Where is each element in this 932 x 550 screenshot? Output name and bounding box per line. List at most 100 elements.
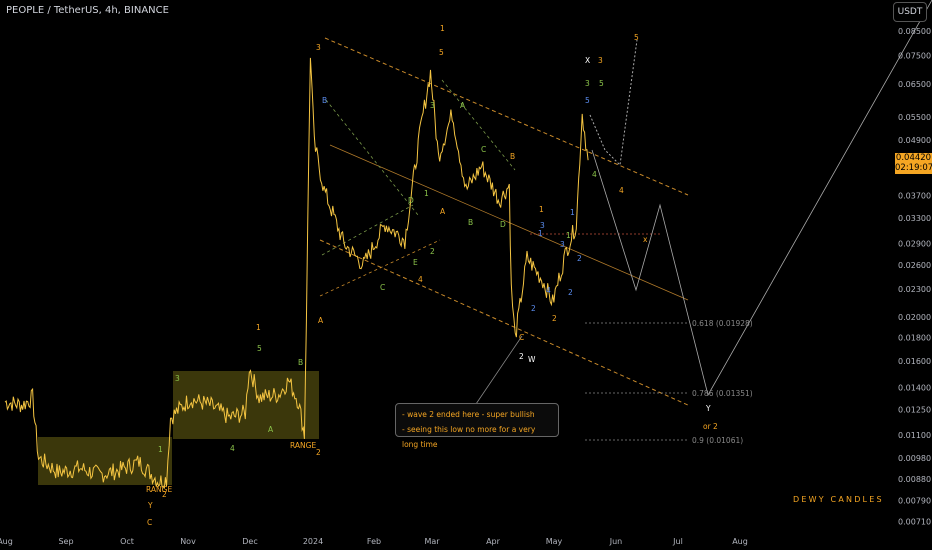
svg-text:1: 1 xyxy=(570,208,575,217)
projection-path-1 xyxy=(589,39,638,167)
channel-bottom-line xyxy=(319,239,691,407)
x-tick-label: Aug xyxy=(732,537,748,546)
channel-top-line xyxy=(324,37,689,196)
y-tick-label: 0.05500 xyxy=(898,113,931,122)
svg-text:C: C xyxy=(380,283,385,292)
x-axis: Aug Sep Oct Nov Dec 2024 Feb Mar Apr May Jun Jul Aug xyxy=(0,537,748,546)
x-tick-label: Sep xyxy=(58,537,73,546)
note-line-1: - wave 2 ended here - super bullish xyxy=(402,410,535,419)
svg-text:3: 3 xyxy=(175,374,180,383)
svg-text:2: 2 xyxy=(577,254,582,263)
wave-label-w: W xyxy=(528,355,536,364)
y-tick-label: 0.01250 xyxy=(898,406,931,415)
x-tick-label: May xyxy=(546,537,563,546)
wave-label-c-oct: C xyxy=(147,518,152,527)
svg-text:A: A xyxy=(440,207,446,216)
y-tick-label: 0.06500 xyxy=(898,80,931,89)
svg-text:2: 2 xyxy=(552,314,557,323)
svg-text:3: 3 xyxy=(430,101,435,110)
svg-text:2: 2 xyxy=(316,448,321,457)
svg-text:B: B xyxy=(298,358,303,367)
y-tick-label: 0.02900 xyxy=(898,239,931,248)
svg-text:A: A xyxy=(268,425,274,434)
support-line xyxy=(319,239,441,297)
currency-button[interactable]: USDT xyxy=(893,2,927,22)
wave-label-or2: or 2 xyxy=(703,422,718,431)
svg-text:B: B xyxy=(322,96,327,105)
y-tick-label: 0.01100 xyxy=(898,431,931,440)
fib-0618-label: 0.618 (0.01928) xyxy=(692,319,753,328)
y-tick-label: 0.00790 xyxy=(898,496,931,505)
green-diag-2 xyxy=(321,204,414,256)
svg-text:3: 3 xyxy=(316,43,321,52)
svg-text:D: D xyxy=(408,196,414,205)
svg-text:5: 5 xyxy=(634,33,639,42)
y-tick-label: 0.03700 xyxy=(898,191,931,200)
x-tick-label: Dec xyxy=(242,537,257,546)
svg-text:x: x xyxy=(643,235,648,244)
green-diag-3 xyxy=(441,79,516,171)
price-line xyxy=(4,57,589,489)
y-tick-label: 0.08500 xyxy=(898,27,931,36)
fib-09-label: 0.9 (0.01061) xyxy=(692,436,743,445)
price-badge-countdown: 02:19:07 xyxy=(895,163,932,173)
x-tick-label: Feb xyxy=(367,537,381,546)
fib-0786-label: 0.786 (0.01351) xyxy=(692,389,753,398)
svg-text:4: 4 xyxy=(592,170,597,179)
svg-text:4: 4 xyxy=(418,275,423,284)
y-tick-label: 0.07500 xyxy=(898,52,931,61)
y-tick-label: 0.03300 xyxy=(898,214,931,223)
svg-text:4: 4 xyxy=(230,444,235,453)
price-badge: 0.04420 02:19:07 xyxy=(895,153,932,174)
svg-text:5: 5 xyxy=(599,79,604,88)
y-tick-label: 0.01800 xyxy=(898,334,931,343)
svg-text:2: 2 xyxy=(531,304,536,313)
svg-text:3: 3 xyxy=(585,79,590,88)
y-tick-label: 0.04900 xyxy=(898,136,931,145)
y-tick-label: 0.01600 xyxy=(898,357,931,366)
channel-mid-line xyxy=(329,144,689,301)
wave-label-y: Y xyxy=(705,404,711,413)
svg-text:4: 4 xyxy=(546,286,551,295)
y-tick-label: 0.02600 xyxy=(898,261,931,270)
svg-text:C: C xyxy=(481,145,486,154)
x-tick-label: Aug xyxy=(0,537,13,546)
svg-text:5: 5 xyxy=(257,344,262,353)
x-tick-label: Mar xyxy=(424,537,440,546)
svg-text:2: 2 xyxy=(568,288,573,297)
x-tick-label: Apr xyxy=(486,537,501,546)
svg-text:A: A xyxy=(318,316,324,325)
y-tick-label: 0.02300 xyxy=(898,285,931,294)
projection-path-2 xyxy=(591,0,932,397)
svg-text:2: 2 xyxy=(430,247,435,256)
x-tick-label: 2024 xyxy=(303,537,323,546)
svg-text:B: B xyxy=(510,152,515,161)
y-tick-label: 0.02000 xyxy=(898,313,931,322)
callout-connector xyxy=(475,335,523,405)
svg-text:1: 1 xyxy=(440,24,445,33)
svg-text:1: 1 xyxy=(538,229,543,238)
wave-label-y-oct: Y xyxy=(147,501,153,510)
svg-text:1: 1 xyxy=(539,205,544,214)
wave-counts: 1 5 3 B 3 A C B D 1 A B D E 4 C 2 A 2 3 … xyxy=(158,24,648,457)
svg-text:1: 1 xyxy=(566,231,571,240)
price-badge-value: 0.04420 xyxy=(895,153,932,163)
x-tick-label: Jul xyxy=(672,537,683,546)
svg-text:1: 1 xyxy=(424,189,429,198)
y-tick-label: 0.00980 xyxy=(898,454,931,463)
y-axis: 0.08500 0.07500 0.06500 0.05500 0.04900 0.037… xyxy=(898,27,931,526)
svg-text:E: E xyxy=(413,258,418,267)
y-tick-label: 0.01400 xyxy=(898,383,931,392)
svg-text:4: 4 xyxy=(619,186,624,195)
svg-text:1: 1 xyxy=(158,445,163,454)
x-tick-label: Nov xyxy=(180,537,196,546)
svg-text:2: 2 xyxy=(519,352,524,361)
svg-text:3: 3 xyxy=(540,221,545,230)
x-tick-label: Oct xyxy=(120,537,134,546)
annotation-note: - wave 2 ended here - super bullish - se… xyxy=(395,403,559,449)
wave-label-range-1: RANGE xyxy=(146,485,172,494)
x-tick-label: Jun xyxy=(609,537,623,546)
y-tick-label: 0.00880 xyxy=(898,475,931,484)
svg-text:C: C xyxy=(519,333,524,342)
